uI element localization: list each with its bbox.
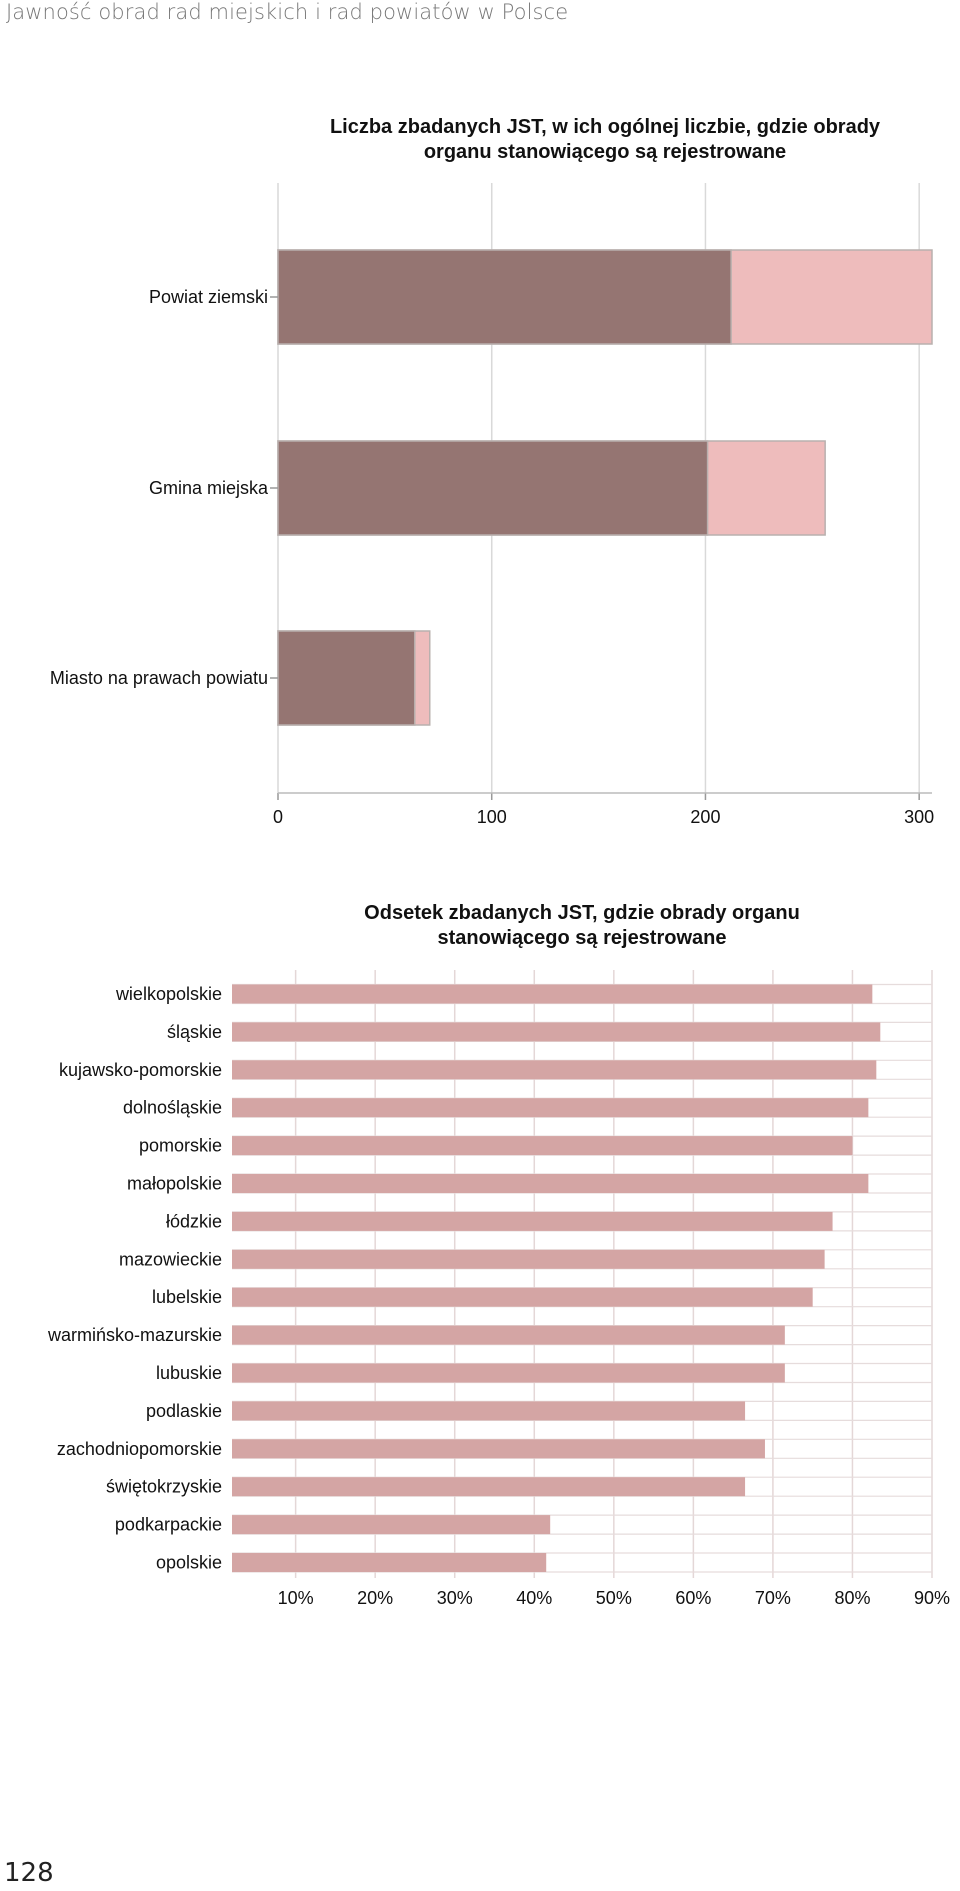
category-label-podlaskie: podlaskie [146,1401,222,1421]
bar-mazowieckie [232,1249,825,1269]
bar-warminsko-mazurskie [232,1325,785,1345]
category-label-swietokrzyskie: świętokrzyskie [106,1477,222,1497]
bar-lubuskie [232,1363,785,1383]
category-label-lubuskie: lubuskie [156,1363,222,1383]
category-label-pomorskie: pomorskie [139,1136,222,1156]
bar-kujawsko-pomorskie [232,1060,877,1080]
x-tick-label: 30% [437,1588,473,1608]
category-label-podkarpackie: podkarpackie [115,1515,222,1535]
page-number: 128 [4,1858,54,1888]
category-label-mazowieckie: mazowieckie [119,1249,222,1269]
category-label-lubelskie: lubelskie [152,1287,222,1307]
category-label-kujawsko-pomorskie: kujawsko-pomorskie [59,1060,222,1080]
category-label-zachodniopomorskie: zachodniopomorskie [57,1439,222,1459]
x-tick-label: 90% [914,1588,950,1608]
category-label-wielkopolskie: wielkopolskie [115,984,222,1004]
x-tick-label: 0 [273,807,283,827]
running-header: Jawność obrad rad miejskich i rad powiat… [6,0,569,24]
category-label-powiat-ziemski: Powiat ziemski [149,287,268,307]
x-tick-label: 10% [278,1588,314,1608]
category-label-lodzkie: łódzkie [166,1211,222,1231]
x-tick-label: 300 [904,807,934,827]
category-label-warminsko-mazurskie: warmińsko-mazurskie [47,1325,222,1345]
chart-title-line: Liczba zbadanych JST, w ich ogólnej licz… [330,116,881,138]
bar-zachodniopomorskie [232,1439,765,1459]
category-label-slaskie: śląskie [167,1022,222,1042]
bar-lodzkie [232,1211,833,1231]
category-label-miasto-na-prawach-powiatu: Miasto na prawach powiatu [50,668,268,688]
chart-title-line: stanowiącego są rejestrowane [437,927,726,949]
x-tick-label: 60% [675,1588,711,1608]
x-tick-label: 20% [357,1588,393,1608]
bar-lubelskie [232,1287,813,1307]
bar-wielkopolskie [232,984,873,1004]
chart-jst-percent: Odsetek zbadanych JST, gdzie obrady orga… [47,902,950,1608]
x-tick-label: 50% [596,1588,632,1608]
bar-registered-miasto-na-prawach-powiatu [277,630,416,726]
category-label-malopolskie: małopolskie [127,1174,222,1194]
x-tick-label: 40% [516,1588,552,1608]
chart-jst-counts: Liczba zbadanych JST, w ich ogólnej licz… [50,116,934,827]
x-tick-label: 70% [755,1588,791,1608]
bar-swietokrzyskie [232,1477,746,1497]
x-tick-label: 100 [477,807,507,827]
bar-podlaskie [232,1401,746,1421]
bar-slaskie [232,1022,881,1042]
bar-registered-gmina-miejska [277,440,709,536]
bar-pomorskie [232,1136,853,1156]
chart-title-line: organu stanowiącego są rejestrowane [424,141,786,163]
bar-malopolskie [232,1174,869,1193]
chart-title-line: Odsetek zbadanych JST, gdzie obrady orga… [364,902,800,924]
x-tick-label: 200 [690,807,720,827]
bar-podkarpackie [232,1515,551,1535]
bar-opolskie [232,1553,547,1572]
x-tick-label: 80% [834,1588,870,1608]
bar-dolnoslaskie [232,1098,869,1118]
category-label-dolnoslaskie: dolnośląskie [123,1098,222,1118]
category-label-opolskie: opolskie [156,1553,222,1573]
bar-registered-powiat-ziemski [277,249,732,345]
category-label-gmina-miejska: Gmina miejska [149,478,269,498]
